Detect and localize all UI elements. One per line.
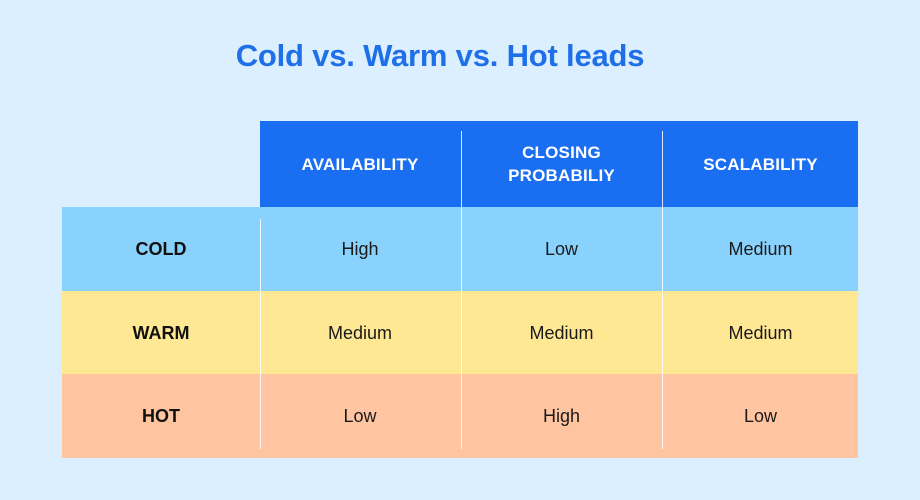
table-row-hot: HOT Low High Low — [62, 374, 858, 458]
table-header — [260, 121, 858, 207]
comparison-table: AVAILABILITY CLOSING PROBABILIY SCALABIL… — [62, 121, 858, 458]
cell-warm-scalability: Medium — [728, 322, 793, 343]
body-divider-1 — [260, 219, 261, 449]
cell-hot-availability: Low — [343, 405, 377, 426]
page-title: Cold vs. Warm vs. Hot leads — [235, 38, 645, 73]
cell-warm-closing-probability: Medium — [529, 322, 594, 343]
column-header-scalability: SCALABILITY — [703, 154, 818, 174]
row-label-hot: HOT — [142, 405, 180, 426]
column-header-closing-probability: CLOSING PROBABILIY — [508, 143, 615, 185]
cell-cold-scalability: Medium — [728, 238, 793, 259]
body-divider-2 — [461, 207, 462, 449]
row-label-warm: WARM — [132, 322, 190, 343]
table-row-cold: COLD High Low Medium — [62, 207, 858, 291]
header-divider-2 — [662, 131, 663, 208]
row-label-cold: COLD — [135, 238, 187, 259]
cell-cold-availability: High — [341, 238, 379, 259]
header-divider-1 — [461, 131, 462, 208]
cell-hot-scalability: Low — [743, 405, 778, 426]
cell-warm-availability: Medium — [327, 322, 393, 343]
column-header-availability: AVAILABILITY — [301, 154, 419, 174]
body-divider-3 — [662, 207, 663, 449]
cell-hot-closing-probability: High — [542, 405, 581, 426]
cell-cold-closing-probability: Low — [544, 238, 579, 259]
table-row-warm: WARM Medium Medium Medium — [62, 291, 858, 375]
